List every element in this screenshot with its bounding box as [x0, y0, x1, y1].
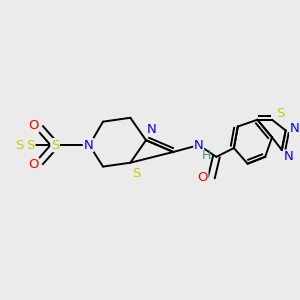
- Text: O: O: [28, 158, 39, 171]
- Text: N: N: [290, 122, 299, 135]
- Text: N: N: [284, 150, 293, 163]
- Text: S: S: [276, 107, 284, 120]
- Text: O: O: [197, 171, 208, 184]
- Text: O: O: [28, 119, 39, 132]
- Text: S: S: [26, 139, 35, 152]
- Text: S: S: [132, 167, 140, 180]
- Text: H: H: [202, 149, 211, 162]
- Text: N: N: [147, 123, 157, 136]
- Text: N: N: [83, 139, 93, 152]
- Text: N: N: [194, 139, 204, 152]
- Text: S: S: [51, 139, 59, 152]
- Text: S: S: [15, 139, 23, 152]
